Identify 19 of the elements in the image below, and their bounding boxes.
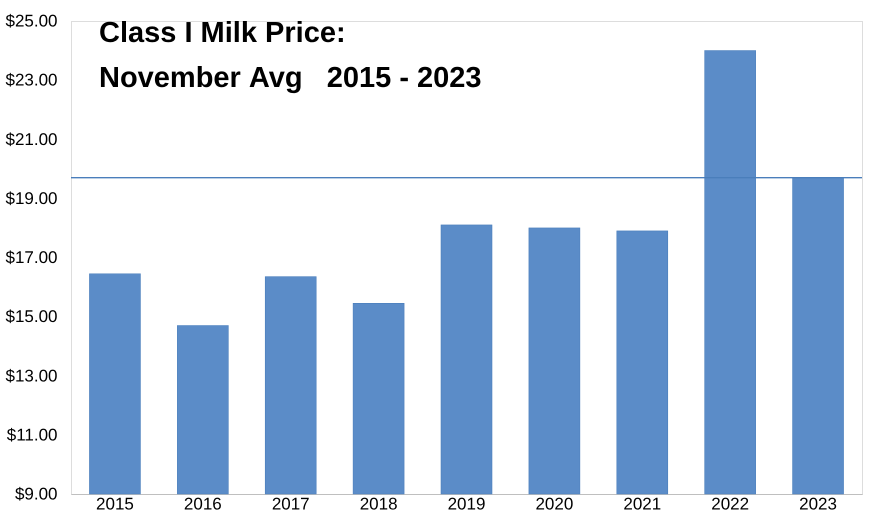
y-tick-label: $23.00 xyxy=(6,70,58,90)
y-tick-label: $9.00 xyxy=(14,484,58,504)
x-tick-label: 2021 xyxy=(623,494,662,514)
x-tick-label: 2016 xyxy=(184,494,222,514)
y-tick-label: $13.00 xyxy=(6,366,58,386)
text: Class I Milk Price: November Avg 2015 - 2023 xyxy=(99,17,482,94)
y-tick-label: $11.00 xyxy=(6,425,58,444)
x-tick-label: 2019 xyxy=(448,494,486,514)
x-tick-label: 2017 xyxy=(272,494,310,514)
x-tick-label: 2015 xyxy=(96,494,134,514)
x-tick-label: 2023 xyxy=(799,494,837,514)
y-tick-label: $17.00 xyxy=(6,248,58,267)
x-tick-label: 2018 xyxy=(360,494,398,514)
y-tick-label: $15.00 xyxy=(6,307,58,326)
x-tick-label: 2020 xyxy=(535,494,574,514)
y-tick-label: $25.00 xyxy=(6,12,58,30)
y-tick-label: $19.00 xyxy=(6,188,58,208)
x-tick-label: 2022 xyxy=(711,494,750,514)
y-tick-label: $21.00 xyxy=(6,130,58,149)
